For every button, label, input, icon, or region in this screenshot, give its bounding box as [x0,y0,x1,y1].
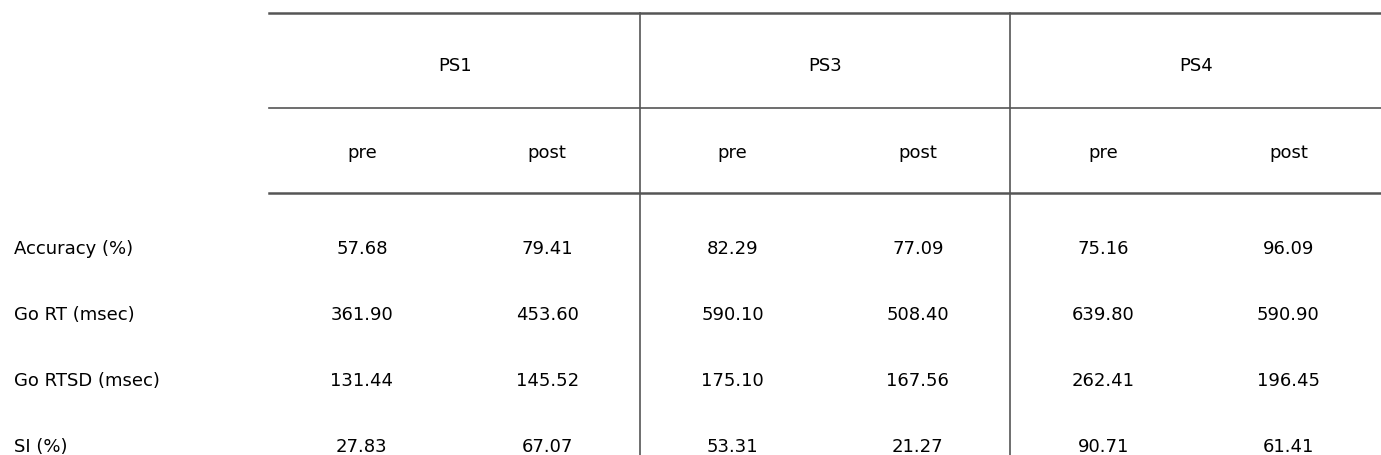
Text: post: post [528,143,566,162]
Text: 61.41: 61.41 [1262,437,1315,455]
Text: Go RTSD (msec): Go RTSD (msec) [14,371,160,389]
Text: PS1: PS1 [438,57,471,75]
Text: 96.09: 96.09 [1262,239,1315,257]
Text: 79.41: 79.41 [522,239,573,257]
Text: 196.45: 196.45 [1257,371,1320,389]
Text: SI (%): SI (%) [14,437,68,455]
Text: 361.90: 361.90 [330,305,394,323]
Text: post: post [899,143,938,162]
Text: Go RT (msec): Go RT (msec) [14,305,134,323]
Text: pre: pre [1088,143,1119,162]
Text: 453.60: 453.60 [515,305,579,323]
Text: 590.90: 590.90 [1257,305,1320,323]
Text: pre: pre [718,143,747,162]
Text: 21.27: 21.27 [892,437,943,455]
Text: 77.09: 77.09 [892,239,943,257]
Text: 145.52: 145.52 [515,371,579,389]
Text: 67.07: 67.07 [522,437,573,455]
Text: 27.83: 27.83 [336,437,388,455]
Text: 75.16: 75.16 [1077,239,1128,257]
Text: 262.41: 262.41 [1072,371,1135,389]
Text: 82.29: 82.29 [707,239,758,257]
Text: 90.71: 90.71 [1077,437,1128,455]
Text: Accuracy (%): Accuracy (%) [14,239,133,257]
Text: PS3: PS3 [808,57,842,75]
Text: pre: pre [347,143,377,162]
Text: 167.56: 167.56 [887,371,949,389]
Text: 590.10: 590.10 [702,305,764,323]
Text: 131.44: 131.44 [330,371,394,389]
Text: 508.40: 508.40 [887,305,949,323]
Text: 175.10: 175.10 [702,371,764,389]
Text: post: post [1269,143,1308,162]
Text: 639.80: 639.80 [1072,305,1134,323]
Text: 53.31: 53.31 [707,437,758,455]
Text: PS4: PS4 [1179,57,1213,75]
Text: 57.68: 57.68 [336,239,388,257]
